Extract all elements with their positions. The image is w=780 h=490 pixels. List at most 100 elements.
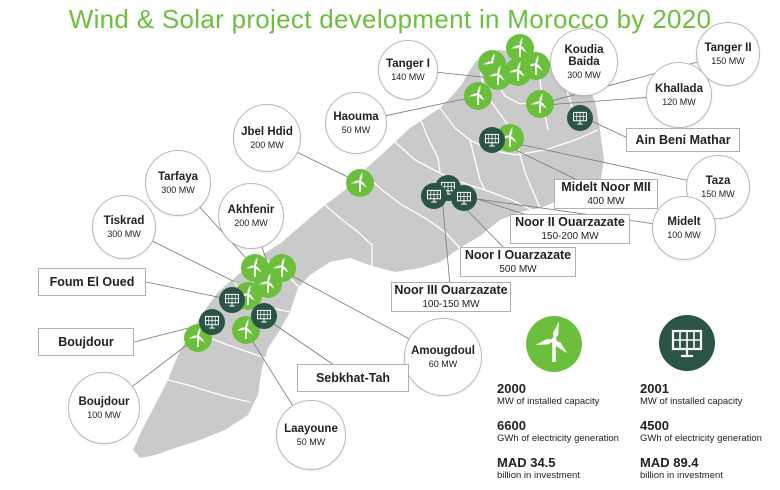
stat-label: billion in investment bbox=[640, 470, 723, 481]
label-taza: Taza 150 MW bbox=[686, 155, 750, 219]
project-name: Tanger I bbox=[386, 58, 430, 70]
solar-panel-icon bbox=[199, 309, 225, 335]
project-name: Noor III Ouarzazate bbox=[394, 283, 508, 297]
label-jbel-hdid: Jbel Hdid 200 MW bbox=[233, 104, 301, 172]
project-name: Ain Beni Mathar bbox=[635, 132, 731, 147]
label-tanger-ii: Tanger II 150 MW bbox=[696, 22, 760, 86]
wind-turbine-icon bbox=[346, 169, 374, 197]
project-capacity: 500 MW bbox=[499, 264, 537, 275]
stat-solar-generation: 4500 GWh of electricity generation bbox=[640, 418, 762, 445]
leader-line bbox=[584, 117, 633, 141]
label-tanger-i: Tanger I 140 MW bbox=[378, 40, 438, 100]
project-capacity: 50 MW bbox=[296, 437, 326, 447]
label-midelt-noor-mii: Midelt Noor MII 400 MW bbox=[554, 179, 658, 209]
project-capacity: 150 MW bbox=[701, 189, 735, 199]
stat-label: billion in investment bbox=[497, 470, 580, 481]
leader-line bbox=[441, 195, 452, 298]
wind-turbine-icon bbox=[504, 58, 532, 86]
stat-solar-capacity: 2001 MW of installed capacity bbox=[640, 381, 743, 408]
project-name: Laayoune bbox=[284, 423, 338, 435]
solar-panel-icon bbox=[421, 183, 447, 209]
label-amougdoul: Amougdoul 60 MW bbox=[404, 318, 482, 396]
stat-wind-generation: 6600 GWh of electricity generation bbox=[497, 418, 619, 445]
project-name: Midelt bbox=[667, 216, 701, 228]
project-capacity: 120 MW bbox=[662, 97, 696, 107]
label-koudia-baida: Koudia Baida 300 MW bbox=[550, 28, 618, 96]
legend-icons bbox=[526, 315, 715, 372]
project-name: Noor I Ouarzazate bbox=[464, 248, 572, 262]
leader-line bbox=[469, 197, 685, 229]
stat-value: MAD 89.4 bbox=[640, 455, 699, 470]
stat-value: 2001 bbox=[640, 381, 669, 396]
project-capacity: 300 MW bbox=[567, 70, 601, 80]
solar-panel-icon bbox=[659, 315, 715, 371]
project-name: Amougdoul bbox=[411, 345, 475, 357]
stat-label: GWh of electricity generation bbox=[497, 433, 619, 444]
project-capacity: 200 MW bbox=[250, 140, 284, 150]
project-name: Tanger II bbox=[704, 42, 752, 54]
solar-panel-icon bbox=[479, 127, 505, 153]
project-capacity: 60 MW bbox=[428, 359, 458, 369]
project-capacity: 100 MW bbox=[87, 410, 121, 420]
project-name: Noor II Ouarzazate bbox=[515, 215, 625, 229]
project-markers bbox=[184, 34, 593, 352]
project-capacity: 100-150 MW bbox=[422, 299, 480, 310]
wind-turbine-icon bbox=[526, 316, 582, 372]
label-noor-ii-ouarzazate: Noor II Ouarzazate 150-200 MW bbox=[510, 214, 630, 244]
label-ain-beni-mathar: Ain Beni Mathar bbox=[626, 128, 740, 152]
stat-value: 6600 bbox=[497, 418, 526, 433]
label-midelt: Midelt 100 MW bbox=[652, 196, 716, 260]
solar-panel-icon bbox=[567, 105, 593, 131]
label-khallada: Khallada 120 MW bbox=[646, 62, 712, 128]
project-name: Taza bbox=[705, 175, 731, 187]
project-capacity: 100 MW bbox=[667, 230, 701, 240]
wind-turbine-icon bbox=[464, 82, 492, 110]
label-foum-el-oued: Foum El Oued bbox=[38, 268, 146, 296]
label-sebkhat-tah: Sebkhat-Tah bbox=[297, 364, 409, 392]
label-akhfenir: Akhfenir 200 MW bbox=[218, 183, 284, 249]
wind-turbine-icon bbox=[506, 34, 534, 62]
page-title: Wind & Solar project development in Moro… bbox=[68, 4, 712, 34]
label-haouma: Haouma 50 MW bbox=[325, 92, 387, 154]
project-name: Boujdour bbox=[78, 396, 130, 408]
solar-panel-icon bbox=[219, 287, 245, 313]
wind-turbine-icon bbox=[526, 90, 554, 118]
project-name: Midelt Noor MII bbox=[561, 180, 651, 194]
project-name: Jbel Hdid bbox=[241, 126, 293, 138]
morocco-land bbox=[133, 50, 604, 458]
project-capacity: 150-200 MW bbox=[541, 231, 599, 242]
project-name: Haouma bbox=[333, 111, 379, 123]
stat-value: 4500 bbox=[640, 418, 669, 433]
stat-wind-investment: MAD 34.5 billion in investment bbox=[497, 455, 580, 482]
stat-label: GWh of electricity generation bbox=[640, 433, 762, 444]
project-capacity: 50 MW bbox=[341, 125, 371, 135]
project-name: Tiskrad bbox=[103, 215, 145, 227]
project-capacity: 150 MW bbox=[711, 56, 745, 66]
stat-label: MW of installed capacity bbox=[497, 396, 600, 407]
project-name: Sebkhat-Tah bbox=[315, 370, 391, 385]
label-tarfaya: Tarfaya 300 MW bbox=[145, 150, 211, 216]
project-name: Foum El Oued bbox=[49, 274, 135, 289]
solar-panel-icon bbox=[451, 185, 477, 211]
project-name: Akhfenir bbox=[227, 204, 275, 216]
project-name: Khallada bbox=[655, 83, 703, 95]
project-name: Koudia Baida bbox=[564, 44, 604, 68]
stat-solar-investment: MAD 89.4 billion in investment bbox=[640, 455, 723, 482]
wind-turbine-icon bbox=[232, 316, 260, 344]
stat-label: MW of installed capacity bbox=[640, 396, 743, 407]
stat-wind-capacity: 2000 MW of installed capacity bbox=[497, 382, 600, 408]
label-boujdour-solar: Boujdour bbox=[38, 328, 134, 356]
solar-panel-icon bbox=[251, 303, 277, 329]
project-name: Tarfaya bbox=[157, 171, 199, 183]
label-noor-i-ouarzazate: Noor I Ouarzazate 500 MW bbox=[460, 247, 576, 277]
leader-line bbox=[145, 281, 233, 301]
stat-value: MAD 34.5 bbox=[497, 455, 556, 470]
label-tiskrad: Tiskrad 300 MW bbox=[92, 195, 156, 259]
label-laayoune: Laayoune 50 MW bbox=[276, 400, 346, 470]
label-noor-iii-ouarzazate: Noor III Ouarzazate 100-150 MW bbox=[391, 282, 511, 312]
label-boujdour-wind: Boujdour 100 MW bbox=[68, 372, 140, 444]
project-capacity: 300 MW bbox=[161, 185, 195, 195]
project-capacity: 200 MW bbox=[234, 218, 268, 228]
